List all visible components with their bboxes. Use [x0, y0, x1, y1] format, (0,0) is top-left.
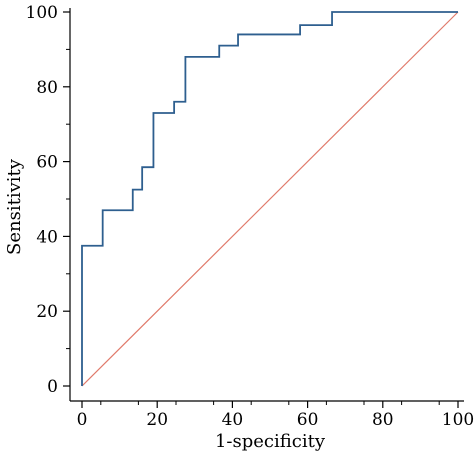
x-tick-label: 20 [146, 410, 168, 430]
x-tick-label: 100 [442, 410, 474, 430]
x-tick-labels: 0 20 40 60 80 100 [77, 410, 474, 430]
x-tick-label: 0 [77, 410, 88, 430]
minor-ticks [66, 48, 440, 405]
y-tick-label: 40 [36, 227, 58, 247]
y-axis-title: Sensitivity [4, 158, 25, 255]
y-tick-label: 100 [26, 3, 58, 23]
axis-ticks [63, 11, 459, 408]
x-tick-label: 40 [222, 410, 244, 430]
x-tick-label: 60 [297, 410, 319, 430]
y-tick-label: 0 [47, 377, 58, 397]
plot-area: 0 20 40 60 80 100 0 20 40 60 80 100 [26, 3, 474, 430]
reference-diagonal-line [81, 11, 459, 387]
x-tick-label: 80 [372, 410, 394, 430]
x-axis-title: 1-specificity [215, 431, 326, 452]
y-tick-label: 20 [36, 302, 58, 322]
y-tick-labels: 0 20 40 60 80 100 [26, 3, 58, 397]
roc-curve-line [81, 11, 458, 386]
y-tick-label: 80 [36, 78, 58, 98]
y-tick-label: 60 [36, 153, 58, 173]
